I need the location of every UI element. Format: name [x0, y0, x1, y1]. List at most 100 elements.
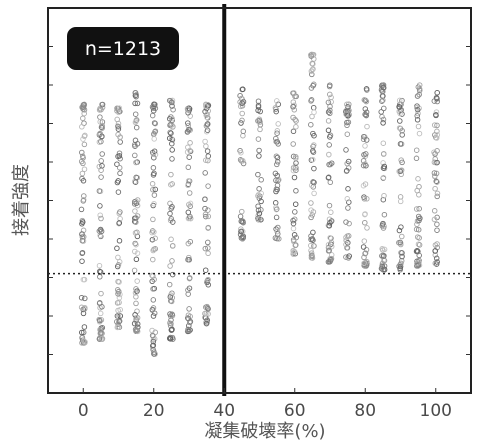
data-point — [343, 234, 349, 241]
data-point — [152, 351, 158, 357]
data-point — [80, 340, 87, 346]
data-point — [132, 208, 138, 214]
data-point — [346, 107, 352, 114]
data-point — [204, 127, 211, 134]
data-point — [434, 179, 440, 185]
data-point — [114, 318, 120, 325]
data-point — [169, 103, 175, 109]
data-point — [204, 114, 210, 121]
data-point — [186, 327, 192, 334]
data-point — [134, 197, 141, 203]
data-point — [346, 101, 352, 108]
data-point — [114, 161, 120, 167]
data-point — [150, 165, 157, 171]
data-point — [115, 124, 122, 130]
data-point — [308, 97, 315, 103]
data-point — [79, 249, 86, 256]
data-point — [343, 219, 349, 225]
data-point — [327, 103, 333, 110]
data-point — [79, 231, 85, 237]
x-tick-label: 0 — [78, 401, 89, 421]
data-point — [380, 84, 387, 91]
data-point — [328, 160, 335, 166]
data-point — [380, 140, 387, 146]
data-point — [78, 158, 85, 165]
data-point — [417, 215, 423, 221]
data-point — [167, 210, 173, 217]
data-point — [205, 183, 211, 189]
data-point — [397, 262, 403, 268]
data-point — [115, 126, 122, 132]
data-point — [187, 203, 193, 210]
data-point — [116, 288, 122, 295]
data-point — [152, 151, 159, 158]
data-point — [362, 211, 368, 218]
data-point — [202, 205, 208, 212]
data-point — [149, 306, 156, 313]
x-tick-label: 100 — [420, 401, 452, 421]
data-point — [415, 93, 421, 99]
data-point — [272, 104, 279, 111]
data-point — [239, 236, 246, 242]
data-point — [309, 60, 315, 67]
data-point — [185, 287, 191, 293]
data-point — [169, 115, 175, 122]
data-point — [97, 226, 104, 233]
data-point — [240, 235, 246, 241]
data-point — [311, 190, 317, 197]
data-point — [134, 278, 140, 284]
data-point — [431, 122, 438, 128]
data-point — [343, 254, 349, 260]
data-point — [80, 198, 87, 204]
data-point — [326, 202, 333, 209]
data-point — [240, 132, 246, 139]
data-point — [431, 170, 438, 176]
data-point — [344, 167, 350, 174]
data-point — [98, 327, 104, 333]
data-point — [399, 250, 405, 256]
data-point — [115, 131, 121, 138]
data-point — [325, 118, 332, 124]
data-point — [170, 123, 176, 130]
data-point — [346, 199, 352, 205]
data-point — [168, 216, 175, 222]
data-point — [99, 151, 105, 157]
data-point — [291, 90, 297, 96]
data-point — [381, 151, 387, 157]
data-point — [416, 252, 422, 259]
data-point — [380, 174, 387, 181]
data-point — [132, 119, 139, 125]
data-point — [258, 198, 264, 205]
data-point — [150, 105, 157, 111]
data-point — [364, 196, 370, 202]
data-point — [133, 294, 139, 300]
data-point — [149, 112, 156, 119]
data-point — [291, 174, 298, 181]
data-point — [326, 83, 333, 90]
data-point — [96, 262, 103, 269]
data-point — [99, 101, 106, 108]
data-point — [150, 256, 156, 263]
data-point — [345, 119, 352, 125]
data-point — [290, 103, 297, 110]
data-point — [116, 238, 123, 244]
data-point — [363, 86, 370, 92]
data-point — [97, 269, 104, 275]
data-point — [327, 220, 333, 226]
data-point — [274, 128, 281, 134]
data-point — [290, 225, 297, 232]
data-point — [433, 112, 439, 119]
data-point — [291, 232, 298, 238]
data-point — [328, 94, 334, 101]
data-point — [116, 299, 122, 306]
data-point — [290, 217, 296, 224]
data-point — [99, 163, 105, 169]
data-point — [310, 148, 316, 154]
data-point — [293, 124, 299, 130]
data-point — [414, 187, 420, 194]
data-point — [150, 107, 157, 114]
data-point — [416, 235, 422, 241]
data-point — [292, 93, 298, 100]
data-point — [397, 265, 403, 272]
data-point — [185, 312, 192, 318]
